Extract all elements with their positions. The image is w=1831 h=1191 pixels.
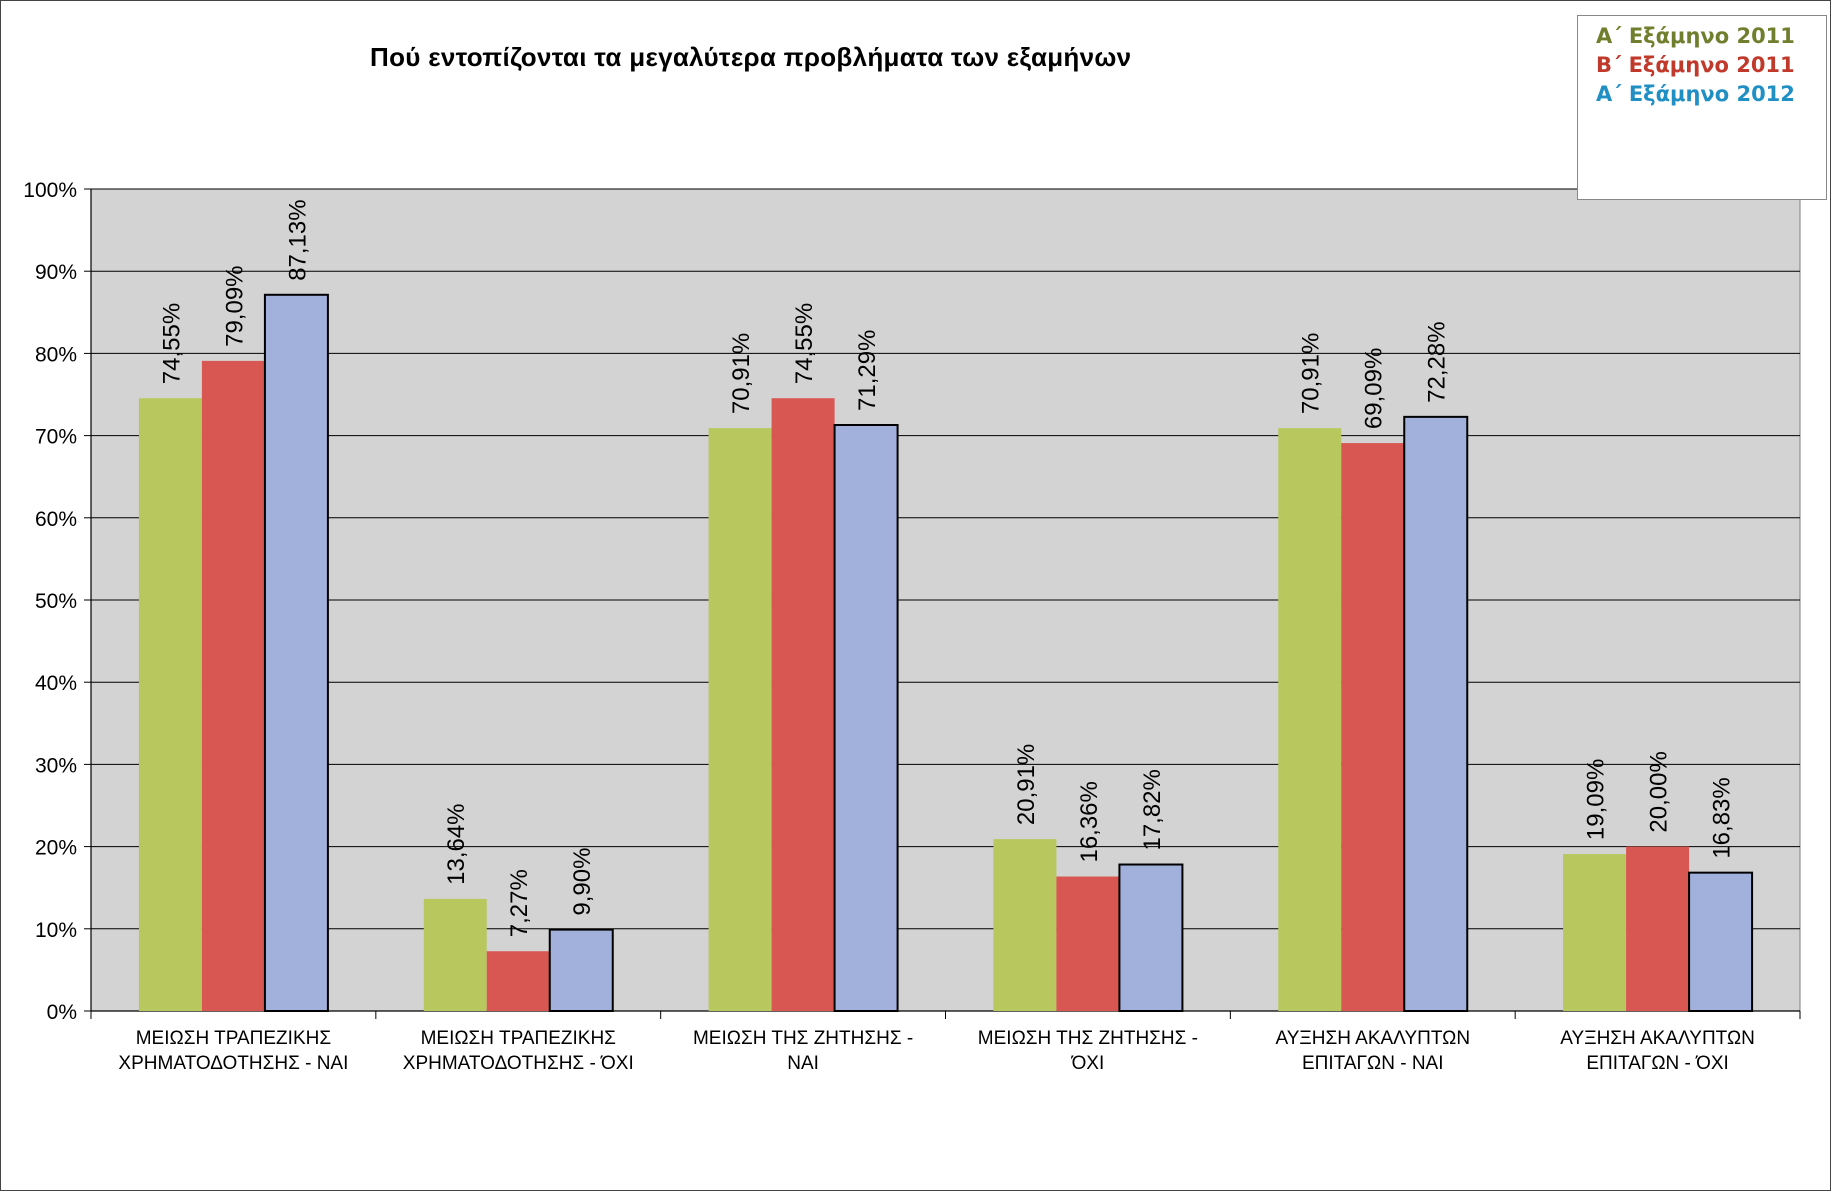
x-category-label: ΜΕΙΩΣΗ ΤΡΑΠΕΖΙΚΗΣ (421, 1028, 616, 1049)
data-label: 70,91% (728, 333, 755, 414)
data-label: 7,27% (506, 869, 533, 937)
data-label: 79,09% (221, 265, 248, 346)
y-tick-label: 90% (35, 261, 77, 284)
data-label: 16,83% (1709, 777, 1736, 858)
bar-series-1-cat-1 (138, 398, 202, 1012)
data-label: 74,55% (791, 303, 818, 384)
bar-series-2-cat-3 (771, 398, 835, 1012)
data-label: 20,91% (1013, 744, 1040, 825)
x-category-label: ΑΥΞΗΣΗ ΑΚΑΛΥΠΤΩΝ (1560, 1028, 1755, 1049)
legend-entry-series-1: Α΄ Εξάμηνο 2011 (1596, 24, 1795, 48)
data-label: 9,90% (569, 848, 596, 916)
legend-entry-series-2: Β΄ Εξάμηνο 2011 (1596, 53, 1795, 77)
bar-series-3-cat-4 (1118, 863, 1184, 1012)
data-label: 19,09% (1583, 759, 1610, 840)
y-tick-label: 70% (35, 426, 77, 449)
legend: Α΄ Εξάμηνο 2011 Β΄ Εξάμηνο 2011 Α΄ Εξάμη… (1577, 15, 1827, 200)
data-label: 13,64% (443, 803, 470, 884)
x-category-label: ΌΧΙ (1071, 1053, 1105, 1074)
y-tick-label: 40% (35, 672, 77, 695)
bar-series-3-cat-2 (548, 928, 614, 1013)
data-label: 70,91% (1298, 333, 1325, 414)
bar-series-2-cat-1 (201, 360, 265, 1011)
x-category-label: ΑΥΞΗΣΗ ΑΚΑΛΥΠΤΩΝ (1275, 1028, 1470, 1049)
x-category-label: ΝΑΙ (787, 1053, 819, 1074)
y-tick-label: 20% (35, 837, 77, 860)
y-tick-label: 30% (35, 754, 77, 777)
bar-series-1-cat-4 (993, 839, 1057, 1011)
bar-series-1-cat-6 (1563, 854, 1627, 1011)
x-category-label: ΧΡΗΜΑΤΟΔΟΤΗΣΗΣ - ΌΧΙ (403, 1053, 634, 1074)
y-tick-label: 80% (35, 343, 77, 366)
data-label: 87,13% (284, 199, 311, 280)
y-tick-label: 0% (47, 1001, 77, 1024)
data-label: 74,55% (158, 303, 185, 384)
bar-series-1-cat-5 (1278, 428, 1342, 1011)
bar-series-1-cat-3 (708, 428, 772, 1011)
y-tick-label: 100% (23, 179, 77, 202)
legend-entry-series-3: Α΄ Εξάμηνο 2012 (1596, 82, 1795, 106)
x-category-label: ΧΡΗΜΑΤΟΔΟΤΗΣΗΣ - ΝΑΙ (118, 1053, 348, 1074)
bar-series-3-cat-5 (1403, 415, 1469, 1012)
data-label: 71,29% (854, 330, 881, 411)
data-label: 17,82% (1139, 769, 1166, 850)
x-category-label: ΜΕΙΩΣΗ ΤΡΑΠΕΖΙΚΗΣ (136, 1028, 331, 1049)
y-tick-label: 10% (35, 919, 77, 942)
y-tick-label: 50% (35, 590, 77, 613)
bar-series-3-cat-6 (1688, 871, 1754, 1013)
x-category-label: ΜΕΙΩΣΗ ΤΗΣ ΖΗΤΗΣΗΣ - (693, 1028, 913, 1049)
chart-title: Πού εντοπίζονται τα μεγαλύτερα προβλήματ… (370, 42, 1132, 72)
bar-series-2-cat-5 (1341, 443, 1405, 1011)
data-label: 72,28% (1424, 321, 1451, 402)
data-label: 16,36% (1076, 781, 1103, 862)
bar-series-3-cat-3 (833, 423, 899, 1012)
x-category-label: ΕΠΙΤΑΓΩΝ - ΝΑΙ (1302, 1053, 1444, 1074)
data-label: 69,09% (1361, 348, 1388, 429)
bar-series-1-cat-2 (423, 898, 487, 1011)
bar-series-2-cat-2 (486, 951, 550, 1011)
y-tick-label: 60% (35, 508, 77, 531)
x-category-label: ΜΕΙΩΣΗ ΤΗΣ ΖΗΤΗΣΗΣ - (978, 1028, 1198, 1049)
bar-series-2-cat-4 (1056, 876, 1120, 1011)
bar-series-3-cat-1 (263, 293, 329, 1013)
x-category-label: ΕΠΙΤΑΓΩΝ - ΌΧΙ (1586, 1053, 1728, 1074)
data-label: 20,00% (1646, 751, 1673, 832)
bar-series-2-cat-6 (1626, 846, 1690, 1011)
